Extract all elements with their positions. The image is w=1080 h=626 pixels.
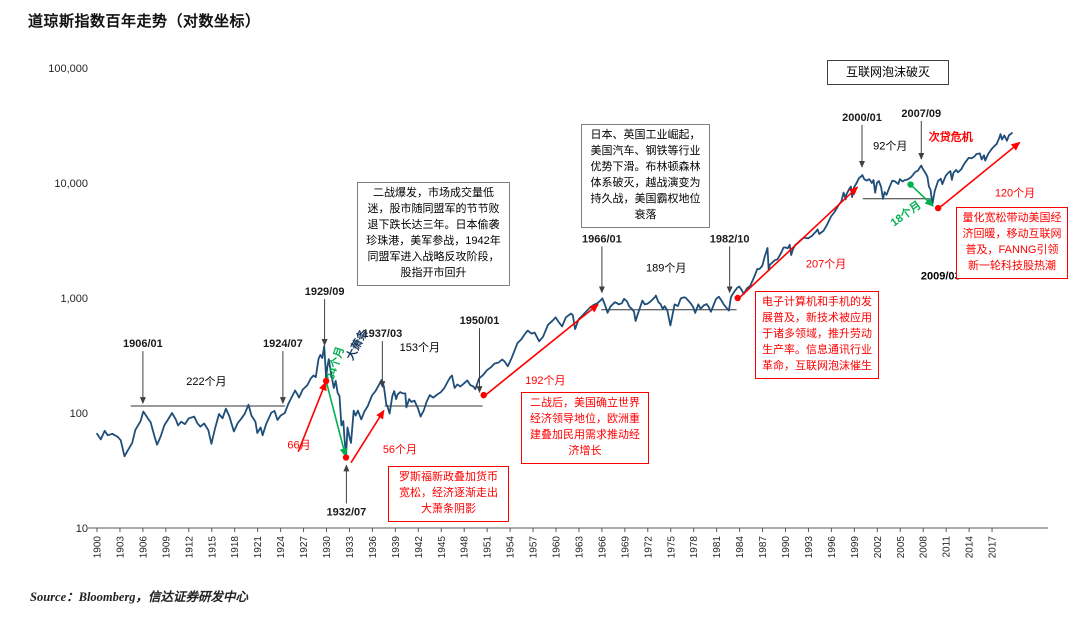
marker-dot [480,391,487,399]
x-axis-label: 1951 [483,536,494,559]
x-axis-label: 1981 [712,536,723,559]
bear-trend-arrow [325,380,348,458]
x-axis-label: 1942 [414,536,425,559]
date-marker-label: 2007/09 [901,108,941,120]
x-axis-label: 1984 [735,536,746,559]
bear-trend-arrow [910,183,934,207]
dow-index-line [96,132,1013,459]
x-axis-label: 2014 [965,536,976,559]
x-axis-label: 1999 [850,536,861,559]
rotated-annotation-label: 34个月 [323,345,347,382]
marker-dot [907,181,914,188]
x-axis-label: 1936 [368,536,379,559]
x-axis-label: 1969 [620,536,631,559]
y-axis-label: 10 [76,523,88,535]
x-axis-label: 2002 [873,536,884,559]
x-axis-label: 2011 [942,536,953,558]
bull-trend-arrow [483,303,599,397]
bull-trend-arrow [937,141,1021,210]
x-axis-label: 1957 [529,536,540,559]
annotation-label: 120个月 [995,187,1035,200]
y-axis-label: 100 [70,408,88,420]
bull-trend-arrow [737,186,859,300]
x-axis-label: 1930 [322,536,333,559]
annotation-label: 207个月 [806,257,846,270]
annotation-label: 222个月 [186,375,226,388]
x-axis-label: 1945 [437,536,448,559]
annotation-box-postwar-growth: 二战后，美国确立世界经济领导地位，欧洲重建叠加民用需求推动经济增长 [521,392,649,464]
x-axis-label: 1903 [115,536,126,559]
date-marker-label: 1937/03 [362,328,402,340]
date-marker-label: 1982/10 [710,233,750,245]
x-axis-label: 1954 [506,536,517,559]
annotation-box-it-revolution: 电子计算机和手机的发展普及，新技术被应用于诸多领域，推升劳动生产率。信息通讯行业… [755,291,879,379]
x-axis-label: 1993 [804,536,815,559]
x-axis-label: 1933 [345,536,356,559]
x-axis-label: 1978 [689,536,700,559]
x-axis-label: 1909 [161,536,172,559]
x-axis-label: 1927 [299,536,310,559]
date-marker-label: 1966/01 [582,233,622,245]
x-axis-label: 1948 [460,536,471,559]
x-axis-label: 1939 [391,536,402,559]
y-axis-label: 1,000 [60,293,88,305]
bull-trend-arrow [297,381,327,453]
annotation-label: 2009/03 [921,270,961,282]
date-marker-label: 2000/01 [842,112,882,124]
date-marker-label: 1906/01 [123,338,163,350]
x-axis-label: 1906 [138,536,149,559]
annotation-label: 189个月 [646,261,686,274]
annotation-label: 次贷危机 [929,129,973,143]
date-marker-label: 1932/07 [327,506,367,518]
annotation-label: 66月 [287,440,310,452]
source-note: Source：Bloomberg，信达证券研发中心 [30,590,249,604]
x-axis-label: 1990 [781,536,792,559]
annotation-box-qe-fanng: 量化宽松带动美国经济回暖，移动互联网普及，FANNG引领新一轮科技股热潮 [956,207,1068,279]
x-axis-label: 1918 [230,536,241,559]
x-axis-label: 1912 [184,536,195,559]
date-marker-label: 1924/07 [263,338,303,350]
x-axis-label: 1915 [207,536,218,559]
annotation-box-new-deal: 罗斯福新政叠加货币宽松，经济逐渐走出大萧条阴影 [388,466,509,522]
annotation-box-wwii: 二战爆发，市场成交量低迷，股市随同盟军的节节败退下跌长达三年。日本偷袭珍珠港，美… [357,182,510,286]
bull-trend-arrow [350,409,385,464]
date-marker-label: 1950/01 [460,315,500,327]
x-axis-label: 1987 [758,536,769,559]
x-axis-label: 1960 [552,536,563,559]
marker-dot [322,377,330,385]
annotation-label: 92个月 [873,140,907,153]
x-axis-label: 2008 [919,536,930,559]
y-axis-label: 100,000 [48,63,88,75]
x-axis-label: 1963 [574,536,585,559]
x-axis-label: 1924 [276,536,287,559]
annotation-label: 153个月 [400,341,440,354]
annotation-label: 192个月 [525,374,565,387]
x-axis-label: 2005 [896,536,907,559]
rotated-annotation-label: 大萧条 [343,326,371,363]
marker-dot [734,294,741,302]
x-axis-label: 1975 [666,536,677,559]
annotation-box-dotcom-burst: 互联网泡沫破灭 [827,60,950,86]
marker-dot [342,454,350,461]
x-axis-label: 2017 [988,536,999,559]
rotated-annotation-label: 18个月 [888,198,924,229]
chart-title: 道琼斯指数百年走势（对数坐标） [28,13,261,30]
x-axis-label: 1966 [597,536,608,559]
y-axis-label: 10,000 [54,178,88,190]
date-marker-label: 1929/09 [305,286,345,298]
marker-dot [934,204,942,212]
x-axis-label: 1900 [93,536,104,559]
x-axis-label: 1972 [643,536,654,559]
annotation-box-japan-uk-rise: 日本、英国工业崛起，美国汽车、钢铁等行业优势下滑。布林顿森林体系破灭，越战演变为… [581,124,710,228]
x-axis-label: 1921 [253,536,264,559]
x-axis-label: 1996 [827,536,838,559]
annotation-label: 56个月 [383,443,417,456]
